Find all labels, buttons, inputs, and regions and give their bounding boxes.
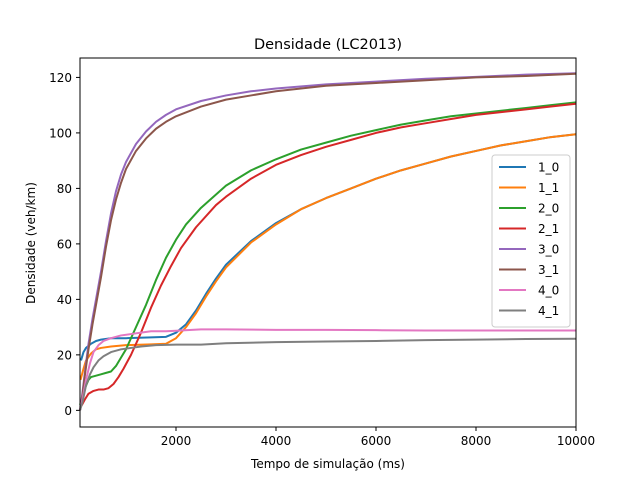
series-line-3-1 [79,72,577,411]
y-axis-label: Densidade (veh/km) [24,182,38,304]
legend-label: 1_0 [538,161,559,175]
x-tick-label: 2000 [161,434,192,448]
legend-label: 3_0 [538,243,559,257]
x-tick-label: 4000 [261,434,292,448]
series-line-4-1 [79,337,577,411]
x-tick-label: 8000 [461,434,492,448]
legend-label: 2_0 [538,202,559,216]
y-tick-label: 100 [49,126,72,140]
legend-label: 4_0 [538,284,559,298]
legend-label: 4_1 [538,304,559,318]
chart-title: Densidade (LC2013) [254,37,402,53]
y-tick-label: 0 [64,404,72,418]
y-tick-label: 60 [57,237,72,251]
legend-label: 3_1 [538,263,559,277]
y-axis-ticks: 0 20 40 60 80 100 120 [49,71,80,418]
y-tick-label: 40 [57,293,72,307]
series-line-2-1 [79,102,577,409]
y-tick-label: 20 [57,348,72,362]
series-line-1-1 [79,133,577,381]
x-axis-label: Tempo de simulação (ms) [250,457,405,471]
series-line-2-0 [79,101,577,406]
legend-label: 1_1 [538,181,559,195]
x-axis-ticks: 2000 4000 6000 8000 10000 [161,427,595,448]
plot-area-frame [79,57,577,428]
legend-box [491,154,571,328]
series-layer [79,72,577,411]
x-tick-label: 10000 [557,434,595,448]
x-tick-label: 6000 [361,434,392,448]
series-line-4-0 [79,328,576,411]
legend-label: 2_1 [538,222,559,236]
y-tick-label: 120 [49,71,72,85]
chart-legend: 1_0 1_1 2_0 2_1 3_0 3_1 4_0 4_1 [491,154,571,328]
y-tick-label: 80 [57,182,72,196]
